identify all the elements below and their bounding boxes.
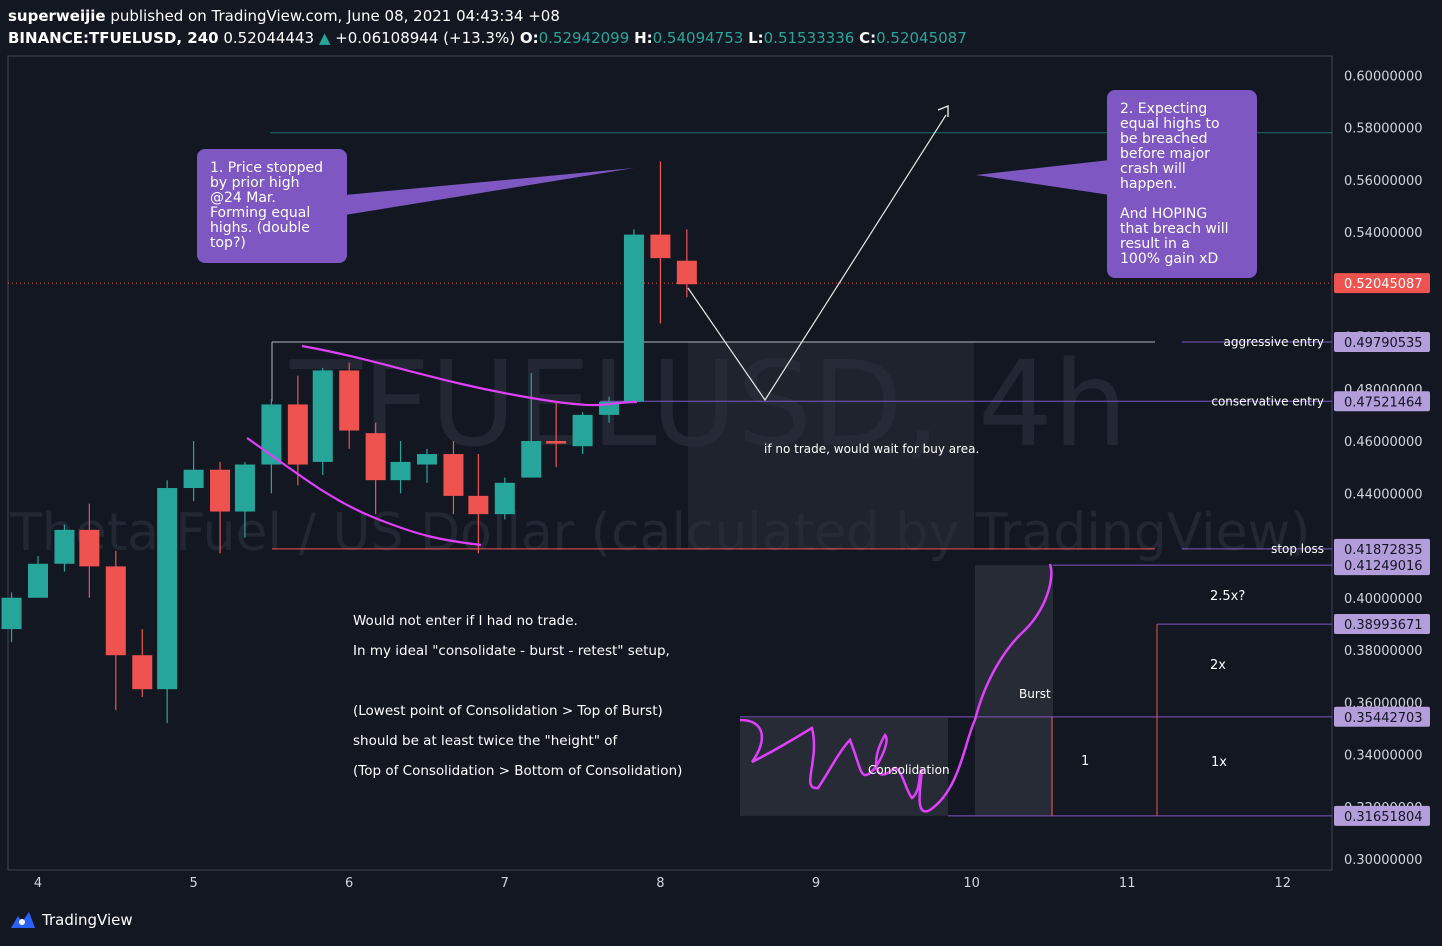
candle-body bbox=[28, 564, 48, 598]
y-tick-label: 0.40000000 bbox=[1344, 592, 1423, 607]
level-label: stop loss bbox=[1271, 542, 1324, 556]
rule-text-line: Would not enter if I had no trade. bbox=[353, 613, 578, 629]
candle-body bbox=[2, 598, 22, 629]
wait-annotation: if no trade, would wait for buy area. bbox=[764, 442, 979, 456]
level-label: conservative entry bbox=[1211, 394, 1324, 408]
consolidation-label: Consolidation bbox=[868, 763, 950, 777]
y-tick-label: 0.54000000 bbox=[1344, 226, 1423, 241]
candle-body bbox=[132, 655, 152, 689]
y-tick-label: 0.44000000 bbox=[1344, 487, 1423, 502]
y-tick-label: 0.58000000 bbox=[1344, 122, 1423, 137]
x-tick-label: 6 bbox=[345, 876, 353, 891]
rule-text-line: should be at least twice the "height" of bbox=[353, 733, 619, 749]
candle-body bbox=[417, 454, 437, 464]
callout-2-line: crash will bbox=[1120, 161, 1186, 177]
ratio-1x-label: 1x bbox=[1211, 755, 1227, 770]
level-label: aggressive entry bbox=[1223, 335, 1324, 349]
candle-body bbox=[468, 496, 488, 514]
price-label-value: 0.49790535 bbox=[1344, 336, 1423, 351]
candle-body bbox=[288, 404, 308, 464]
candle-body bbox=[573, 415, 593, 446]
y-tick-label: 0.56000000 bbox=[1344, 174, 1423, 189]
callout-2-line: result in a bbox=[1120, 236, 1190, 252]
callout-1-line: 1. Price stopped bbox=[210, 160, 323, 176]
callout-1-line: top?) bbox=[210, 235, 246, 251]
candle-body bbox=[677, 261, 697, 285]
y-tick-label: 0.38000000 bbox=[1344, 644, 1423, 659]
y-tick-label: 0.30000000 bbox=[1344, 853, 1423, 868]
x-tick-label: 8 bbox=[656, 876, 664, 891]
y-tick-label: 0.46000000 bbox=[1344, 435, 1423, 450]
price-label-value: 0.31651804 bbox=[1344, 810, 1423, 825]
x-tick-label: 11 bbox=[1119, 876, 1136, 891]
callout-1-line: highs. (double bbox=[210, 220, 310, 236]
rule-text-line: (Top of Consolidation > Bottom of Consol… bbox=[353, 763, 682, 779]
candle-body bbox=[210, 470, 230, 512]
candle-body bbox=[366, 433, 386, 480]
rule-text-line: In my ideal "consolidate - burst - retes… bbox=[353, 643, 670, 659]
x-tick-label: 5 bbox=[189, 876, 197, 891]
candle-body bbox=[391, 462, 411, 480]
y-tick-label: 0.60000000 bbox=[1344, 69, 1423, 84]
candle-body bbox=[495, 483, 515, 514]
candle-body bbox=[443, 454, 463, 496]
candle-body bbox=[79, 530, 99, 567]
callout-1-line: Forming equal bbox=[210, 205, 310, 221]
burst-label: Burst bbox=[1019, 687, 1051, 701]
callout-2-line: 100% gain xD bbox=[1120, 251, 1218, 267]
candle-body bbox=[521, 441, 541, 478]
callout-2-line: before major bbox=[1120, 146, 1210, 162]
tradingview-logo-icon bbox=[10, 910, 36, 930]
candle-body bbox=[339, 370, 359, 430]
callout-2-line: happen. bbox=[1120, 176, 1177, 192]
candle-body bbox=[157, 488, 177, 689]
candle-body bbox=[546, 441, 566, 444]
callout-2-pointer bbox=[976, 160, 1110, 195]
candle-body bbox=[184, 470, 204, 488]
price-label-value: 0.38993671 bbox=[1344, 618, 1423, 633]
x-tick-label: 12 bbox=[1275, 876, 1292, 891]
x-tick-label: 4 bbox=[34, 876, 42, 891]
x-tick-label: 7 bbox=[501, 876, 509, 891]
callout-2-line: equal highs to bbox=[1120, 116, 1220, 132]
ratio-2x-label: 2x bbox=[1210, 658, 1226, 673]
callout-2-line: be breached bbox=[1120, 131, 1208, 147]
candle-body bbox=[624, 235, 644, 402]
callout-1-pointer bbox=[345, 168, 634, 215]
price-label-value: 0.35442703 bbox=[1344, 711, 1423, 726]
price-label-value: 0.47521464 bbox=[1344, 395, 1423, 410]
x-tick-label: 9 bbox=[812, 876, 820, 891]
tradingview-footer[interactable]: TradingView bbox=[10, 910, 133, 930]
callout-1-line: @24 Mar. bbox=[210, 190, 276, 206]
price-label-value: 0.52045087 bbox=[1344, 277, 1423, 292]
candle-body bbox=[235, 465, 255, 512]
candle-body bbox=[106, 566, 126, 655]
y-tick-label: 0.34000000 bbox=[1344, 749, 1423, 764]
tradingview-brand: TradingView bbox=[42, 911, 133, 929]
callout-2-line: And HOPING bbox=[1120, 206, 1207, 222]
candle-body bbox=[650, 235, 670, 259]
candle-body bbox=[54, 530, 74, 564]
rule-text-line: (Lowest point of Consolidation > Top of … bbox=[353, 703, 663, 719]
watermark-name: Theta Fuel / US Dollar (calculated by Tr… bbox=[9, 503, 1310, 563]
callout-1-line: by prior high bbox=[210, 175, 299, 191]
ratio-2-5x-label: 2.5x? bbox=[1210, 589, 1245, 604]
ratio-one-label: 1 bbox=[1081, 754, 1089, 769]
callout-2-line: that breach will bbox=[1120, 221, 1229, 237]
x-tick-label: 10 bbox=[963, 876, 980, 891]
price-label-value: 0.41249016 bbox=[1344, 559, 1423, 574]
projection-arrow-icon bbox=[938, 106, 948, 117]
callout-2-line: 2. Expecting bbox=[1120, 101, 1207, 117]
candle-body bbox=[313, 370, 333, 461]
